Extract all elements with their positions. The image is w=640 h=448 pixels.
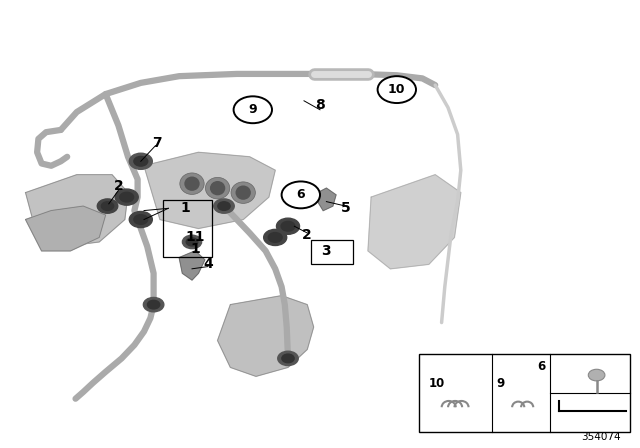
Text: 4: 4 xyxy=(203,257,213,271)
Polygon shape xyxy=(26,206,106,251)
Text: 7: 7 xyxy=(152,136,162,151)
Polygon shape xyxy=(314,188,336,211)
Circle shape xyxy=(134,215,148,224)
Text: 10: 10 xyxy=(429,376,445,390)
Bar xyxy=(419,354,630,432)
Circle shape xyxy=(101,202,114,211)
Circle shape xyxy=(115,189,138,205)
Text: 5: 5 xyxy=(340,201,351,215)
Circle shape xyxy=(97,199,118,213)
Ellipse shape xyxy=(236,185,251,200)
Ellipse shape xyxy=(184,177,200,191)
Ellipse shape xyxy=(205,177,230,199)
Circle shape xyxy=(120,192,134,202)
Text: 2: 2 xyxy=(113,179,124,193)
Text: 2: 2 xyxy=(302,228,312,242)
Polygon shape xyxy=(368,175,461,269)
Text: 1: 1 xyxy=(180,201,191,215)
Circle shape xyxy=(218,202,230,211)
Circle shape xyxy=(134,156,148,166)
Circle shape xyxy=(282,354,294,363)
Text: 354074: 354074 xyxy=(581,432,621,442)
Text: 10: 10 xyxy=(388,83,406,96)
Circle shape xyxy=(264,229,287,246)
Circle shape xyxy=(182,235,202,249)
Text: 6: 6 xyxy=(296,188,305,202)
Circle shape xyxy=(143,297,164,312)
Circle shape xyxy=(129,153,152,169)
Circle shape xyxy=(129,211,152,228)
Ellipse shape xyxy=(180,173,204,194)
Circle shape xyxy=(186,238,198,246)
Circle shape xyxy=(214,199,234,213)
Text: 9: 9 xyxy=(248,103,257,116)
Polygon shape xyxy=(218,296,314,376)
Circle shape xyxy=(268,233,282,242)
Ellipse shape xyxy=(210,181,225,195)
Polygon shape xyxy=(179,251,205,280)
Circle shape xyxy=(276,218,300,234)
Text: 8: 8 xyxy=(315,98,325,112)
Polygon shape xyxy=(144,152,275,228)
Ellipse shape xyxy=(231,182,255,203)
Text: 6: 6 xyxy=(538,360,546,373)
Polygon shape xyxy=(26,175,128,246)
Circle shape xyxy=(378,76,416,103)
Text: 9: 9 xyxy=(496,376,504,390)
Circle shape xyxy=(234,96,272,123)
Text: 11: 11 xyxy=(186,230,205,245)
Text: 3: 3 xyxy=(321,244,332,258)
Circle shape xyxy=(278,351,298,366)
Circle shape xyxy=(588,369,605,381)
Circle shape xyxy=(281,221,295,231)
Circle shape xyxy=(282,181,320,208)
Text: 1: 1 xyxy=(190,241,200,256)
Circle shape xyxy=(147,300,160,309)
